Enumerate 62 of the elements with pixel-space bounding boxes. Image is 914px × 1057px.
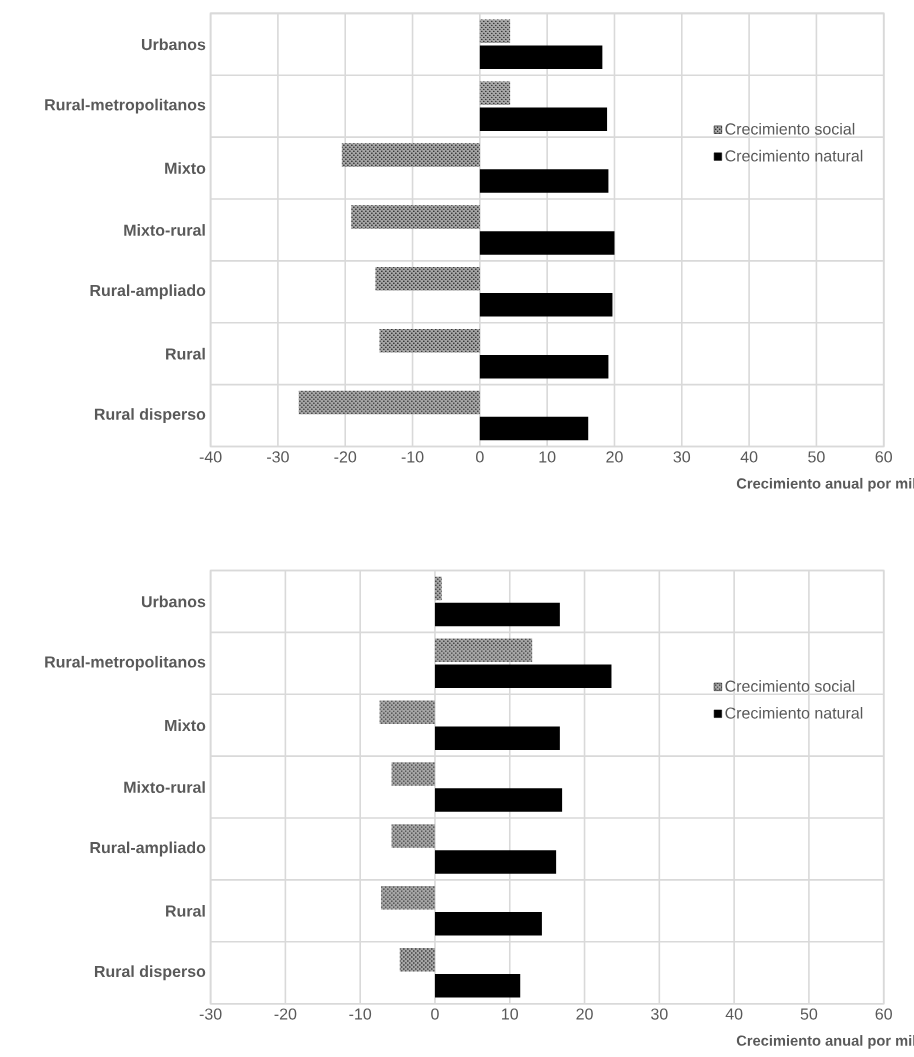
bar [434, 576, 442, 601]
x-tick-label: -10 [349, 1008, 371, 1020]
legend-label: Crecimiento natural [725, 149, 863, 162]
x-tick-label: -30 [266, 451, 289, 463]
y-tick-label: Urbanos [141, 38, 206, 51]
bar [434, 973, 521, 998]
bar [479, 45, 603, 70]
y-tick-label: Rural-metropolitanos [45, 655, 206, 671]
y-tick-label: Rural disperso [94, 965, 206, 981]
x-tick-label: -40 [199, 451, 222, 463]
bar [351, 205, 480, 229]
bar [434, 726, 560, 750]
x-tick-label: 30 [650, 1008, 668, 1020]
bar [434, 912, 542, 936]
bar [391, 824, 435, 848]
x-tick-label: -10 [401, 451, 424, 463]
x-tick-label: 20 [606, 451, 623, 463]
bar [380, 886, 435, 910]
bar [479, 107, 607, 131]
y-tick-label: Mixto [165, 719, 206, 732]
y-tick-label: Mixto [165, 162, 206, 174]
x-tick-label: -20 [334, 451, 356, 463]
x-tick-label: 40 [740, 451, 758, 463]
x-tick-label: -20 [274, 1008, 297, 1020]
bar [434, 664, 612, 689]
x-tick-label: 20 [576, 1008, 593, 1020]
x-tick-label: 10 [501, 1008, 518, 1020]
legend-label: Crecimiento social [725, 680, 854, 692]
y-tick-label: Rural [165, 905, 205, 917]
y-tick-label: Rural-metropolitanos [45, 98, 206, 114]
y-tick-label: Urbanos [141, 595, 206, 608]
bar [479, 231, 615, 255]
x-tick-label: 50 [800, 1008, 817, 1020]
legend-label: Crecimiento social [725, 122, 855, 135]
x-tick-label: 10 [539, 451, 556, 463]
bar [479, 81, 510, 105]
bar [391, 762, 435, 786]
bar [434, 850, 556, 874]
x-tick-label: 40 [725, 1008, 743, 1020]
x-tick-label: 30 [673, 451, 690, 463]
bar [375, 267, 480, 291]
y-tick-label: Mixto-rural [124, 781, 205, 793]
x-tick-label: -30 [199, 1008, 222, 1020]
x-tick-label: 0 [475, 451, 484, 463]
bar [341, 143, 480, 167]
bar [434, 602, 560, 627]
y-tick-label: Rural disperso [94, 408, 206, 424]
bar [479, 354, 609, 379]
bar [479, 293, 613, 317]
x-tick-label: 60 [875, 1008, 892, 1020]
x-tick-label: 60 [875, 451, 892, 463]
x-tick-label: 0 [430, 1008, 439, 1020]
y-tick-label: Rural-ampliado [90, 841, 206, 857]
legend-label: Crecimiento natural [725, 706, 863, 719]
bar [479, 416, 589, 441]
y-tick-label: Mixto-rural [124, 224, 205, 236]
y-tick-label: Rural-ampliado [90, 284, 206, 300]
x-tick-label: 50 [807, 451, 825, 463]
bar [434, 788, 562, 812]
bar [379, 700, 435, 724]
bar [479, 169, 609, 193]
y-tick-label: Rural [165, 347, 205, 360]
